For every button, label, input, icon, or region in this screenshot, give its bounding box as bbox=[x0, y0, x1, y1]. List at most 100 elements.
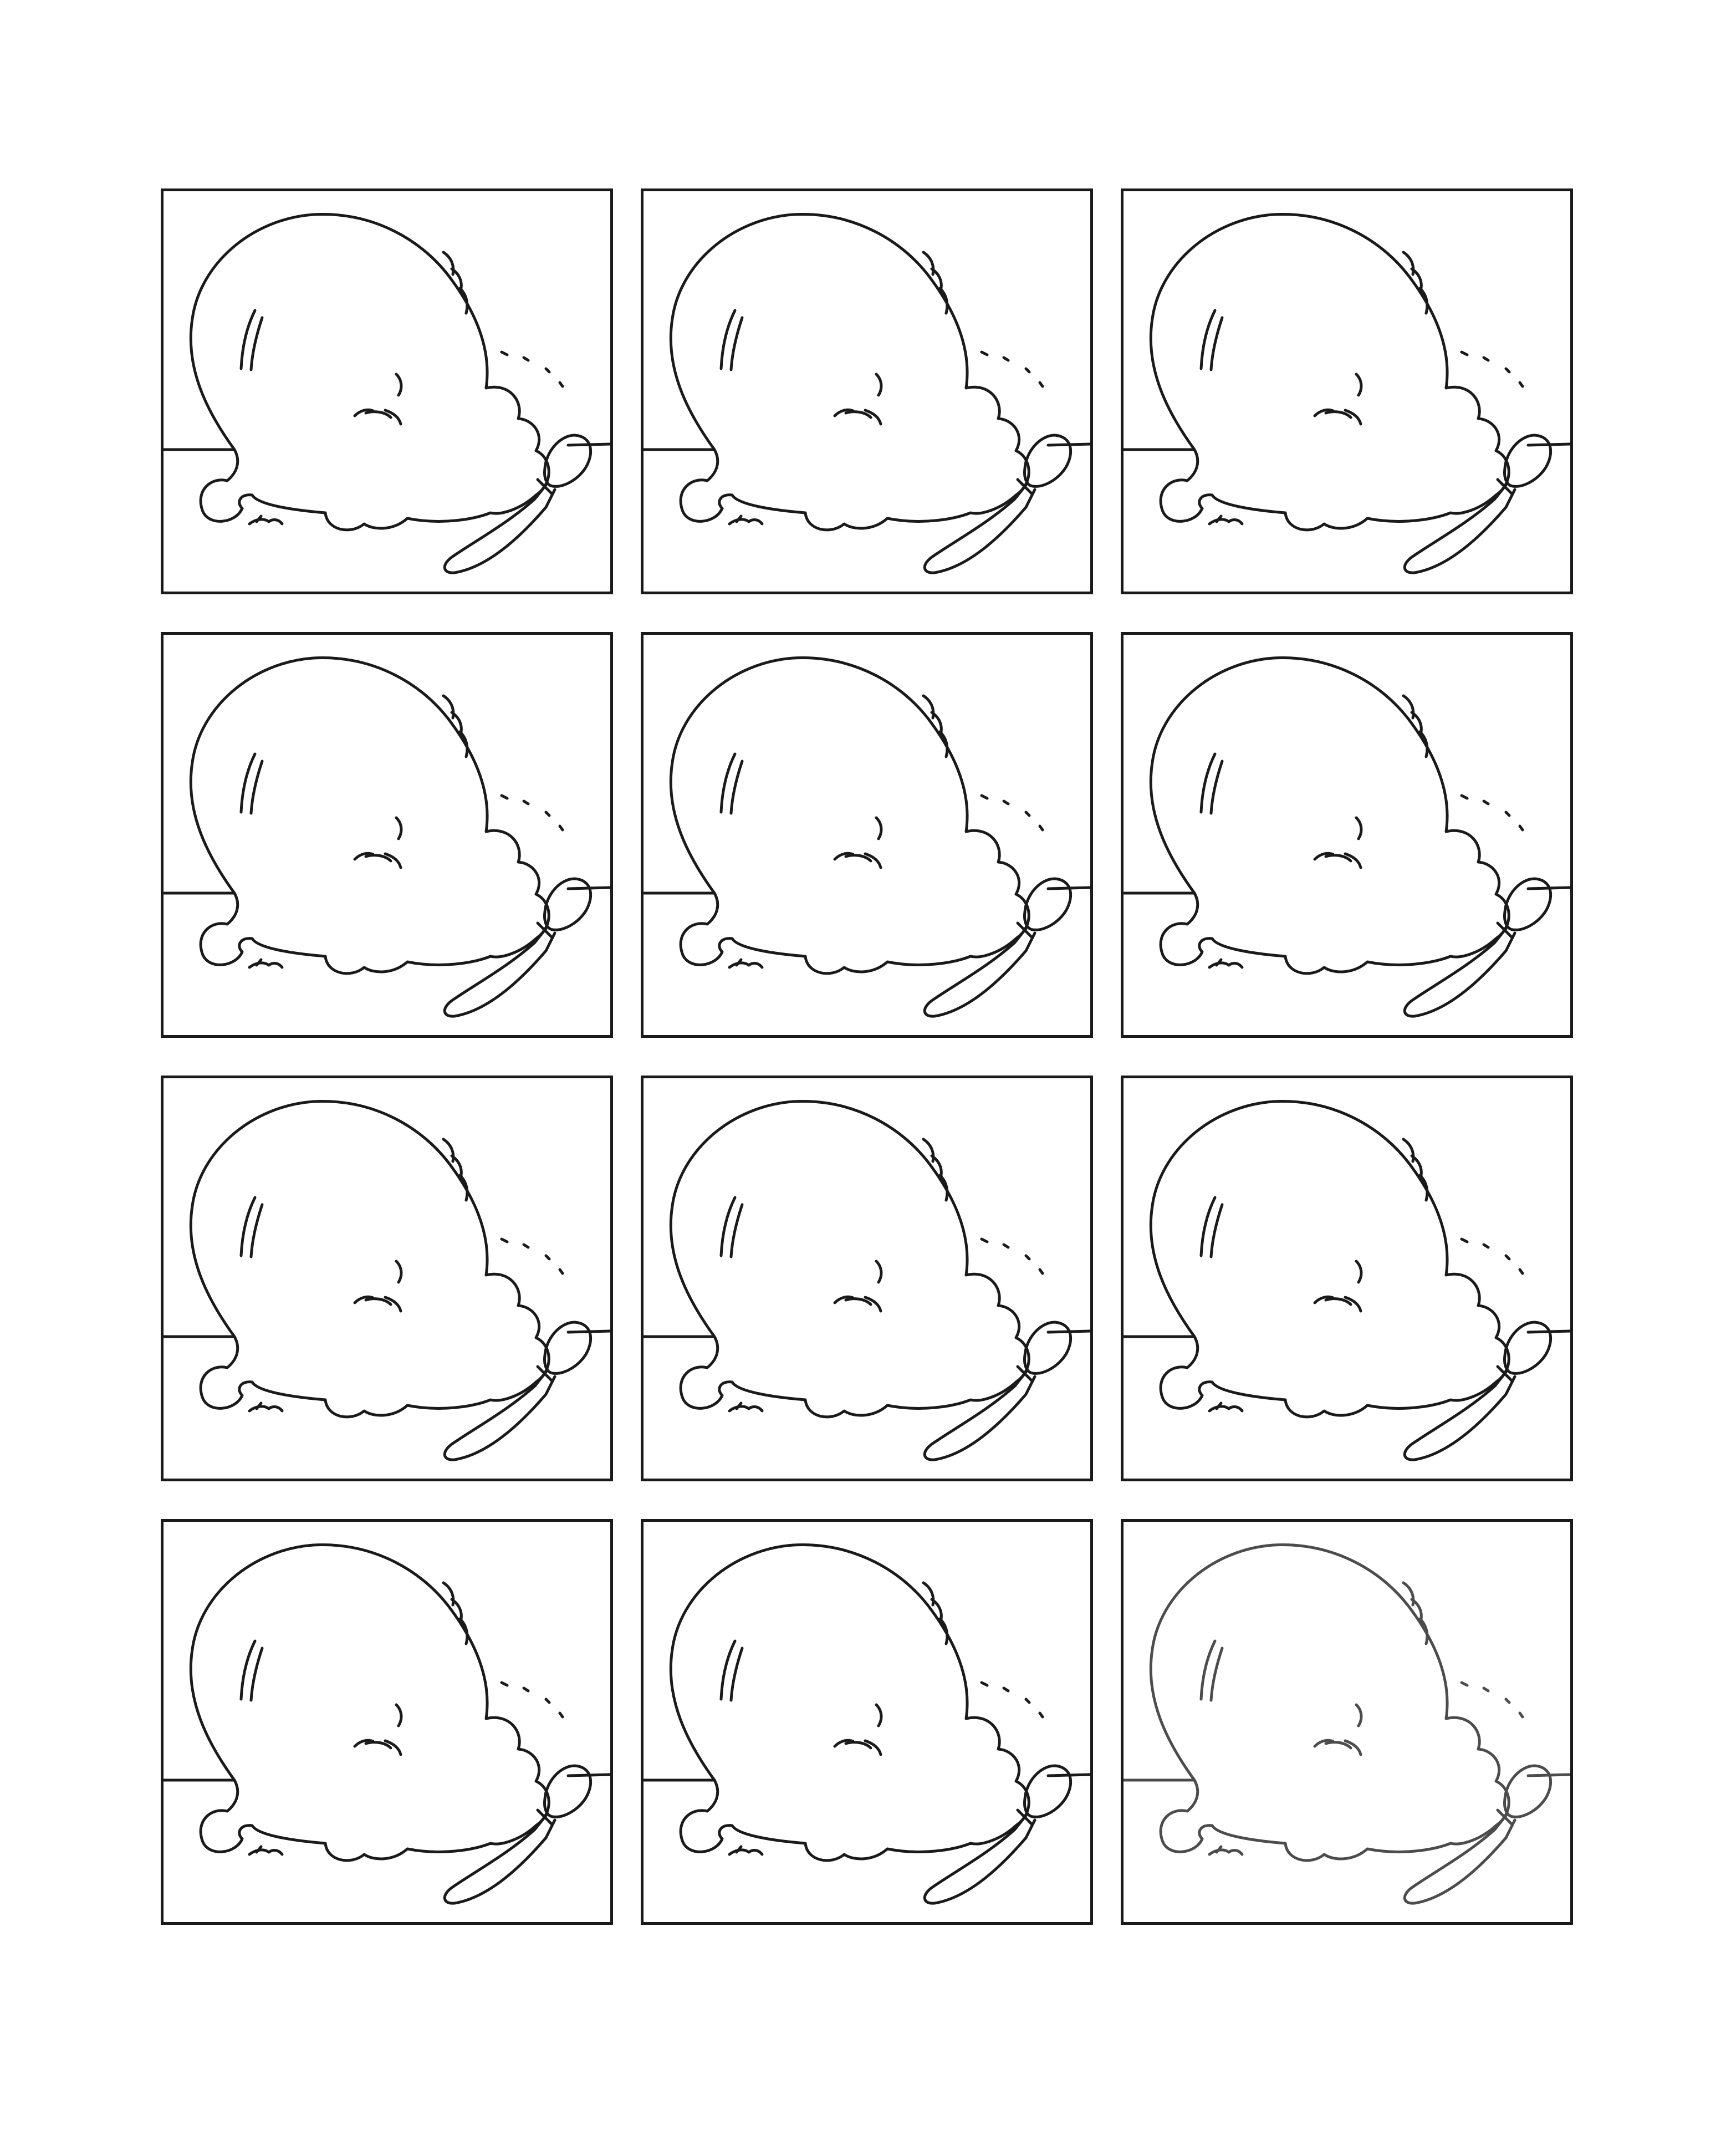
motion-dot bbox=[1482, 799, 1490, 806]
motion-dot bbox=[1002, 799, 1010, 806]
ice-cream-panel bbox=[641, 188, 1093, 594]
melt-detail bbox=[353, 408, 375, 417]
motion-dot bbox=[1460, 1681, 1469, 1687]
drip-mark bbox=[458, 730, 469, 758]
spoon-handle bbox=[1403, 927, 1516, 1018]
floor-drip bbox=[255, 1845, 263, 1854]
ice-cream-drawing bbox=[164, 1543, 610, 1905]
motion-dot bbox=[1024, 811, 1031, 817]
melt-detail bbox=[364, 1297, 392, 1306]
floor-drip bbox=[735, 958, 743, 967]
melt-detail bbox=[844, 1741, 872, 1750]
motion-dot bbox=[544, 1254, 551, 1261]
ice-cream-drawing bbox=[644, 1543, 1090, 1905]
floor-drip bbox=[747, 518, 764, 526]
drip-mark bbox=[922, 694, 935, 720]
spoon-bowl bbox=[1023, 1764, 1073, 1818]
ice-cream-scoop bbox=[669, 213, 1030, 532]
melt-detail bbox=[844, 410, 872, 419]
motion-dot bbox=[1002, 1686, 1010, 1693]
ice-cream-scoop bbox=[669, 1543, 1030, 1862]
spoon-neck bbox=[1016, 1808, 1033, 1826]
highlight-stroke bbox=[729, 1647, 744, 1702]
ice-cream-panel bbox=[1121, 632, 1573, 1038]
spoon-neck bbox=[1496, 478, 1513, 495]
drip-mark bbox=[938, 287, 949, 315]
ice-cream-panel bbox=[641, 1519, 1093, 1925]
melt-detail bbox=[353, 1295, 375, 1304]
drip-mark bbox=[1418, 730, 1429, 758]
ice-cream-drawing bbox=[164, 1100, 610, 1461]
highlight-stroke bbox=[719, 309, 737, 370]
floor-drip bbox=[267, 962, 284, 969]
melt-detail bbox=[833, 852, 855, 861]
drip-mark bbox=[1402, 1138, 1415, 1163]
melt-detail bbox=[395, 1260, 403, 1284]
spoon-neck bbox=[1016, 921, 1033, 939]
floor-drip bbox=[747, 1405, 764, 1413]
highlight-stroke bbox=[719, 1639, 737, 1701]
melt-detail bbox=[833, 408, 855, 417]
motion-dot bbox=[980, 1237, 989, 1243]
floor-drip bbox=[1215, 1401, 1223, 1410]
motion-dot bbox=[558, 824, 564, 832]
melt-detail bbox=[1313, 408, 1335, 417]
motion-dot bbox=[1504, 1698, 1511, 1704]
motion-dot bbox=[1518, 1268, 1524, 1275]
spoon-neck bbox=[536, 921, 553, 939]
highlight-stroke bbox=[239, 309, 257, 370]
ice-cream-scoop bbox=[189, 656, 550, 975]
melt-detail bbox=[864, 409, 882, 426]
drip-mark bbox=[442, 694, 455, 720]
spoon-handle bbox=[443, 927, 556, 1018]
spoon-neck bbox=[1016, 478, 1033, 495]
drip-mark bbox=[442, 1138, 455, 1163]
spoon-bowl bbox=[543, 434, 593, 488]
ice-cream-drawing bbox=[644, 656, 1090, 1018]
spoon-handle bbox=[923, 483, 1036, 574]
ice-cream-panel bbox=[1121, 1519, 1573, 1925]
motion-dot bbox=[522, 799, 530, 806]
motion-dot bbox=[1482, 356, 1490, 362]
motion-dot bbox=[544, 1698, 551, 1704]
motion-dot bbox=[1518, 381, 1524, 388]
spoon-neck bbox=[536, 478, 553, 495]
melt-detail bbox=[384, 1739, 402, 1756]
ice-cream-scoop bbox=[1149, 1543, 1510, 1862]
melt-detail bbox=[1355, 373, 1363, 397]
highlight-stroke bbox=[729, 1203, 744, 1258]
spoon-neck bbox=[1496, 1808, 1513, 1826]
motion-dot bbox=[1038, 381, 1044, 388]
drip-mark bbox=[1418, 287, 1429, 315]
highlight-stroke bbox=[249, 760, 264, 815]
floor-drip bbox=[1215, 514, 1223, 523]
melt-detail bbox=[353, 852, 375, 861]
motion-dot bbox=[1038, 1711, 1044, 1719]
melt-detail bbox=[1355, 1260, 1363, 1284]
drip-mark bbox=[938, 1617, 949, 1645]
drip-mark bbox=[442, 1581, 455, 1607]
floor-drip bbox=[267, 1849, 284, 1856]
drip-mark bbox=[458, 287, 469, 315]
spoon-bowl bbox=[1023, 1321, 1073, 1375]
melt-detail bbox=[1355, 1703, 1363, 1727]
floor-drip bbox=[747, 962, 764, 969]
melt-detail bbox=[875, 373, 883, 397]
panel-grid bbox=[161, 188, 1573, 1925]
ice-cream-drawing bbox=[1124, 656, 1570, 1018]
highlight-stroke bbox=[249, 1647, 264, 1702]
highlight-stroke bbox=[1209, 1203, 1224, 1258]
melt-detail bbox=[1344, 1296, 1362, 1313]
ice-cream-drawing bbox=[644, 213, 1090, 574]
ice-cream-drawing bbox=[164, 213, 610, 574]
highlight-stroke bbox=[239, 1196, 257, 1257]
melt-detail bbox=[384, 852, 402, 869]
ice-cream-panel bbox=[641, 1076, 1093, 1481]
drip-mark bbox=[922, 251, 935, 276]
ice-cream-panel bbox=[161, 632, 613, 1038]
floor-drip bbox=[267, 1405, 284, 1413]
melt-detail bbox=[364, 854, 392, 863]
ice-cream-drawing bbox=[1124, 213, 1570, 574]
floor-drip bbox=[735, 1401, 743, 1410]
